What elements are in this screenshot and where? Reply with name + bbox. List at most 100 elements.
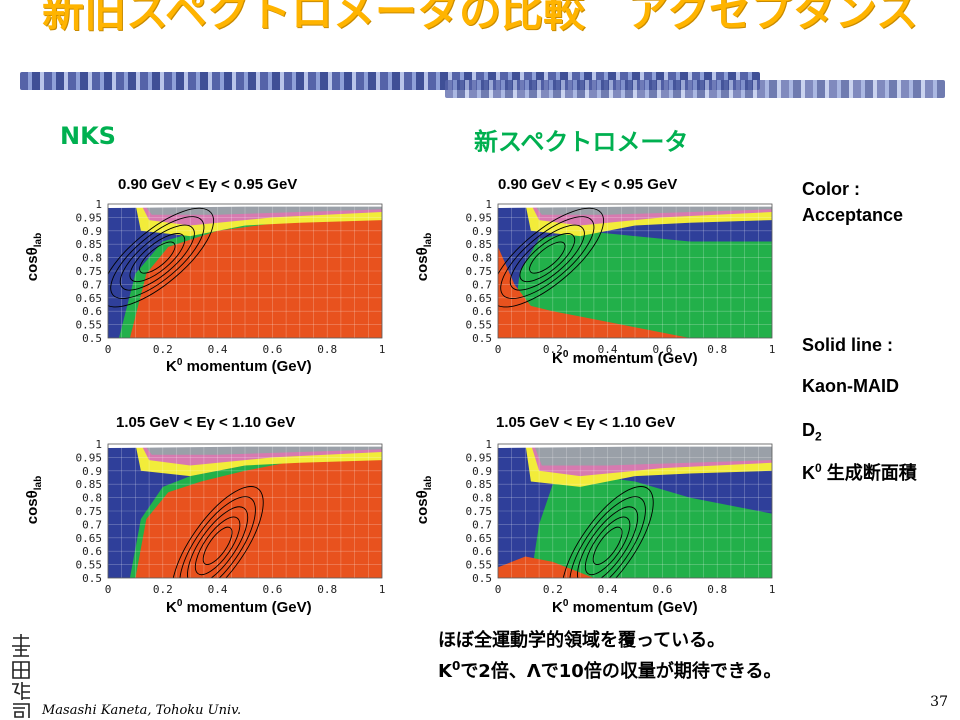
- cross-section-contour: [592, 526, 623, 565]
- acceptance-region-white: [498, 204, 772, 209]
- x-axis-label: K0 momentum (GeV): [166, 357, 312, 375]
- y-tick-label: 0.85: [466, 238, 493, 251]
- x-tick-label: 0.6: [652, 583, 672, 596]
- author-footer: Masashi Kaneta, Tohoku Univ.: [42, 703, 242, 718]
- acceptance-region-red: [135, 452, 382, 578]
- plot-frame: [107, 203, 383, 339]
- signature-seal: [12, 634, 30, 718]
- cross-section-contour: [119, 224, 195, 291]
- x-axis-label: K0 momentum (GeV): [552, 349, 698, 367]
- cross-section-contour: [577, 506, 639, 578]
- y-tick-label: 0.8: [82, 252, 102, 265]
- legend-kaon-maid: Kaon-MAID: [802, 376, 899, 396]
- y-tick-label: 0.8: [82, 492, 102, 505]
- y-tick-label: 0.5: [472, 572, 492, 585]
- y-tick-label: 1: [95, 198, 102, 211]
- y-tick-label: 0.9: [82, 225, 102, 238]
- plot-frame: [497, 203, 773, 339]
- plot-frame: [497, 443, 773, 579]
- x-tick-label: 0.4: [598, 343, 618, 356]
- x-tick-label: 1: [769, 583, 776, 596]
- acceptance-region-gray: [533, 444, 772, 466]
- legend-solid-line: Solid line :: [802, 335, 894, 355]
- cross-section-contour: [171, 486, 264, 578]
- x-tick-label: 0.6: [262, 343, 282, 356]
- y-axis-label: cosθlab: [24, 232, 44, 282]
- y-tick-label: 0.95: [466, 451, 493, 464]
- legend-acceptance: Acceptance: [802, 205, 904, 225]
- y-tick-label: 0.5: [472, 332, 492, 345]
- y-tick-label: 0.7: [472, 518, 492, 531]
- range-label-new-low: 0.90 GeV < Eγ < 0.95 GeV: [498, 176, 678, 193]
- x-tick-label: 0: [495, 583, 502, 596]
- y-tick-label: 0.75: [76, 265, 103, 278]
- cross-section-contour: [108, 207, 215, 308]
- acceptance-region-white: [498, 444, 772, 449]
- x-tick-label: 0.4: [208, 343, 228, 356]
- acceptance-region-white: [108, 444, 382, 449]
- conclusion-line-2: K0で2倍、Λで10倍の収量が期待できる。: [438, 659, 782, 682]
- cross-section-contour: [179, 496, 256, 578]
- acceptance-region-white: [108, 204, 382, 209]
- x-axis-label: K0 momentum (GeV): [166, 598, 312, 616]
- acceptance-region-green: [511, 230, 772, 338]
- x-tick-label: 0.2: [543, 343, 563, 356]
- acceptance-region-red: [129, 212, 382, 338]
- y-tick-label: 0.55: [466, 559, 493, 572]
- range-label-nks-high: 1.05 GeV < Eγ < 1.10 GeV: [116, 414, 296, 431]
- y-tick-label: 0.9: [472, 225, 492, 238]
- y-tick-label: 1: [485, 198, 492, 211]
- y-axis-label: cosθlab: [414, 232, 434, 282]
- y-tick-label: 0.5: [82, 572, 102, 585]
- y-tick-label: 0.8: [472, 492, 492, 505]
- y-tick-label: 0.75: [466, 505, 493, 518]
- y-tick-label: 0.55: [76, 319, 103, 332]
- y-tick-label: 0.55: [466, 319, 493, 332]
- column-heading-nks: NKS: [60, 122, 116, 150]
- cross-section-contour: [561, 486, 654, 578]
- y-tick-label: 0.95: [76, 211, 103, 224]
- cross-section-contour: [129, 233, 186, 283]
- range-label-new-high: 1.05 GeV < Eγ < 1.10 GeV: [496, 414, 676, 431]
- page-number: 37: [930, 694, 948, 710]
- conclusion-line-1: ほぼ全運動学的領域を覆っている。: [438, 630, 726, 651]
- y-tick-label: 0.85: [76, 478, 103, 491]
- x-tick-label: 0.6: [652, 343, 672, 356]
- x-tick-label: 1: [379, 343, 386, 356]
- y-tick-label: 0.55: [76, 559, 103, 572]
- x-tick-label: 0.6: [262, 583, 282, 596]
- y-tick-label: 0.85: [466, 478, 493, 491]
- y-tick-label: 0.9: [82, 465, 102, 478]
- y-tick-label: 0.8: [472, 252, 492, 265]
- acceptance-region-green: [530, 476, 772, 578]
- decorative-band-secondary: [445, 80, 945, 98]
- legend-k0-cross-section: K0 生成断面積: [802, 461, 917, 483]
- x-tick-label: 0.2: [543, 583, 563, 596]
- x-tick-label: 0.4: [208, 583, 228, 596]
- x-tick-label: 0.8: [707, 583, 727, 596]
- y-axis-label: cosθlab: [414, 475, 434, 525]
- y-tick-label: 0.65: [76, 292, 103, 305]
- x-tick-label: 0: [105, 583, 112, 596]
- acceptance-region-red: [498, 556, 594, 578]
- cross-section-contour: [194, 516, 241, 576]
- x-tick-label: 0.2: [153, 583, 173, 596]
- cross-section-contour: [139, 241, 176, 274]
- cross-section-contour: [498, 207, 605, 308]
- y-tick-label: 0.95: [466, 211, 493, 224]
- y-tick-label: 0.85: [76, 238, 103, 251]
- x-tick-label: 0.8: [317, 583, 337, 596]
- column-heading-new: 新スペクトロメータ: [474, 128, 689, 156]
- cross-section-contour: [569, 496, 646, 578]
- y-tick-label: 0.65: [76, 532, 103, 545]
- x-axis-label: K0 momentum (GeV): [552, 598, 698, 616]
- y-tick-label: 0.75: [466, 265, 493, 278]
- legend-color-label: Color :: [802, 179, 860, 199]
- y-tick-label: 0.7: [82, 518, 102, 531]
- cross-section-contour: [110, 216, 205, 299]
- y-tick-label: 0.7: [472, 278, 492, 291]
- x-tick-label: 0: [105, 343, 112, 356]
